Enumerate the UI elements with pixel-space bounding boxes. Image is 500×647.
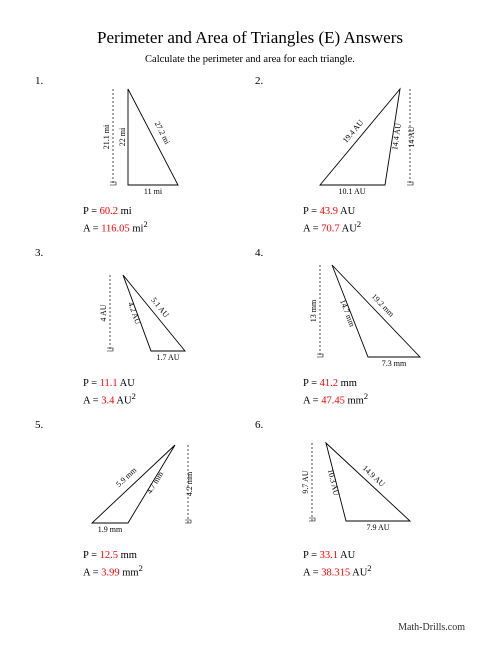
svg-text:4.2 AU: 4.2 AU xyxy=(126,301,142,326)
svg-text:13 mm: 13 mm xyxy=(309,299,318,322)
svg-text:19.2 mm: 19.2 mm xyxy=(370,292,397,319)
svg-text:5.9 mm: 5.9 mm xyxy=(114,465,139,489)
problem: 3. 4 AU 4.2 AU 5.1 AU 1.7 AU P = 11.1 AU… xyxy=(35,247,245,415)
svg-text:1.7 AU: 1.7 AU xyxy=(156,353,179,362)
svg-text:11 mi: 11 mi xyxy=(144,187,163,196)
triangle-figure: 9.7 AU 10.3 AU 14.9 AU 7.9 AU xyxy=(255,419,465,544)
svg-text:10.3 AU: 10.3 AU xyxy=(326,468,341,497)
svg-text:4.7 mm: 4.7 mm xyxy=(145,469,166,495)
svg-text:22 mi: 22 mi xyxy=(118,127,127,146)
answers: P = 43.9 AU A = 70.7 AU2 xyxy=(303,205,361,237)
answers: P = 11.1 AU A = 3.4 AU2 xyxy=(83,377,136,409)
svg-text:19.4 AU: 19.4 AU xyxy=(341,118,365,145)
svg-text:14.9 AU: 14.9 AU xyxy=(361,464,387,489)
problem: 6. 9.7 AU 10.3 AU 14.9 AU 7.9 AU P = 33.… xyxy=(255,419,465,587)
svg-text:21.1 mi: 21.1 mi xyxy=(102,124,111,149)
triangle-figure: 21.1 mi 22 mi 27.2 mi 11 mi xyxy=(35,75,245,200)
problem: 1. 21.1 mi 22 mi 27.2 mi 11 mi P = 60.2 … xyxy=(35,75,245,243)
svg-text:9.7 AU: 9.7 AU xyxy=(301,470,310,493)
answers: P = 41.2 mm A = 47.45 mm2 xyxy=(303,377,368,409)
problem: 4. 13 mm 14.7 mm 19.2 mm 7.3 mm P = 41.2… xyxy=(255,247,465,415)
answers: P = 12.5 mm A = 3.99 mm2 xyxy=(83,549,143,581)
triangle-figure: 19.4 AU 14.4 AU 14 AU 10.1 AU xyxy=(255,75,465,200)
svg-text:7.9 AU: 7.9 AU xyxy=(366,523,389,532)
problems-grid: 1. 21.1 mi 22 mi 27.2 mi 11 mi P = 60.2 … xyxy=(35,75,465,587)
triangle-figure: 13 mm 14.7 mm 19.2 mm 7.3 mm xyxy=(255,247,465,372)
svg-text:4.2 mm: 4.2 mm xyxy=(185,471,194,496)
svg-text:14 AU: 14 AU xyxy=(407,126,416,147)
page-title: Perimeter and Area of Triangles (E) Answ… xyxy=(35,28,465,48)
svg-text:14.4 AU: 14.4 AU xyxy=(390,122,403,150)
answers: P = 60.2 mi A = 116.05 mi2 xyxy=(83,205,148,237)
svg-text:4 AU: 4 AU xyxy=(99,304,108,321)
answers: P = 33.1 AU A = 38.315 AU2 xyxy=(303,549,372,581)
footer-brand: Math-Drills.com xyxy=(398,622,465,633)
svg-text:5.1 AU: 5.1 AU xyxy=(149,296,171,320)
svg-text:7.3 mm: 7.3 mm xyxy=(382,359,407,368)
problem: 5. 5.9 mm 4.7 mm 4.2 mm 1.9 mm P = 12.5 … xyxy=(35,419,245,587)
svg-text:1.9 mm: 1.9 mm xyxy=(98,525,123,534)
page-subtitle: Calculate the perimeter and area for eac… xyxy=(35,54,465,65)
triangle-figure: 5.9 mm 4.7 mm 4.2 mm 1.9 mm xyxy=(35,419,245,544)
problem: 2. 19.4 AU 14.4 AU 14 AU 10.1 AU P = 43.… xyxy=(255,75,465,243)
svg-text:10.1 AU: 10.1 AU xyxy=(338,187,365,196)
svg-text:14.7 mm: 14.7 mm xyxy=(338,298,357,329)
triangle-figure: 4 AU 4.2 AU 5.1 AU 1.7 AU xyxy=(35,247,245,372)
